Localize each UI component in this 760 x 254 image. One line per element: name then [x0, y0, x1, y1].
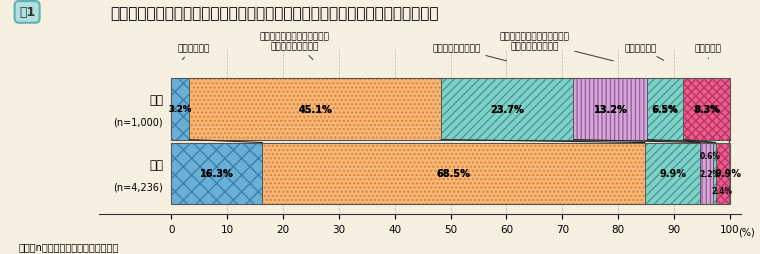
Bar [172, 78, 730, 140]
Bar [648, 78, 683, 140]
Text: 9.9%: 9.9% [659, 169, 686, 179]
Text: 市民: 市民 [149, 94, 163, 107]
Bar [700, 143, 713, 204]
Text: 8.3%: 8.3% [694, 105, 719, 114]
Bar [716, 143, 730, 204]
Text: 23.7%: 23.7% [490, 104, 524, 114]
Text: 68.5%: 68.5% [437, 169, 470, 179]
Text: 68.5%: 68.5% [437, 169, 470, 179]
Bar [683, 78, 730, 140]
Text: 3.2%: 3.2% [169, 105, 192, 114]
Text: (n=1,000): (n=1,000) [113, 118, 163, 128]
Text: 8.3%: 8.3% [693, 104, 720, 114]
Text: 2.4%: 2.4% [711, 187, 732, 196]
Text: 16.3%: 16.3% [200, 169, 234, 179]
Text: 3.2%: 3.2% [169, 105, 192, 114]
Text: (n=4,236): (n=4,236) [113, 182, 163, 192]
Text: 分からない: 分からない [694, 44, 721, 59]
Bar [172, 143, 262, 204]
Text: 全体として倫理感が高いが、
一部に低い者もいる: 全体として倫理感が高いが、 一部に低い者もいる [259, 32, 329, 60]
Text: 6.5%: 6.5% [652, 104, 679, 114]
Bar [645, 143, 700, 204]
Bar [713, 143, 716, 204]
Text: 0.6%: 0.6% [700, 152, 720, 161]
Text: 23.7%: 23.7% [490, 104, 524, 114]
Text: 2.2%: 2.2% [700, 169, 720, 178]
Bar [189, 78, 441, 140]
Bar [574, 78, 648, 140]
Bar [648, 78, 683, 140]
Text: 全体として倫理感が低いが、
一部に高い者もいる: 全体として倫理感が低いが、 一部に高い者もいる [499, 32, 613, 62]
Text: （注）n：有効回答者数（以下同じ）: （注）n：有効回答者数（以下同じ） [19, 242, 119, 251]
Text: 13.2%: 13.2% [594, 104, 627, 114]
Bar [172, 78, 189, 140]
Text: どちらとも言えない: どちらとも言えない [432, 44, 507, 61]
Text: 職員: 職員 [149, 158, 163, 171]
Bar [574, 78, 648, 140]
Text: 6.5%: 6.5% [653, 105, 678, 114]
Text: (%): (%) [738, 227, 755, 237]
Bar [172, 78, 189, 140]
Bar [172, 143, 730, 204]
Text: 倫理感が低い: 倫理感が低い [625, 44, 663, 61]
Text: 一般職の国家公務員の倫理感について、現在、どのような印象をお持ちですか。: 一般職の国家公務員の倫理感について、現在、どのような印象をお持ちですか。 [110, 6, 439, 21]
Bar [441, 78, 574, 140]
Text: 倫理感が高い: 倫理感が高い [178, 44, 210, 60]
Text: 9.9%: 9.9% [714, 169, 741, 179]
Bar [683, 78, 730, 140]
Bar [713, 143, 716, 204]
Bar [716, 143, 730, 204]
Bar [700, 143, 713, 204]
Bar [441, 78, 574, 140]
Bar [645, 143, 700, 204]
Bar [189, 78, 441, 140]
Polygon shape [172, 140, 730, 143]
Text: 45.1%: 45.1% [299, 104, 332, 114]
Text: 図1: 図1 [19, 6, 35, 19]
Text: 16.3%: 16.3% [200, 169, 234, 179]
Bar [262, 143, 645, 204]
Bar [262, 143, 645, 204]
Bar [172, 143, 262, 204]
Text: 13.2%: 13.2% [594, 104, 627, 114]
Text: 45.1%: 45.1% [299, 104, 332, 114]
